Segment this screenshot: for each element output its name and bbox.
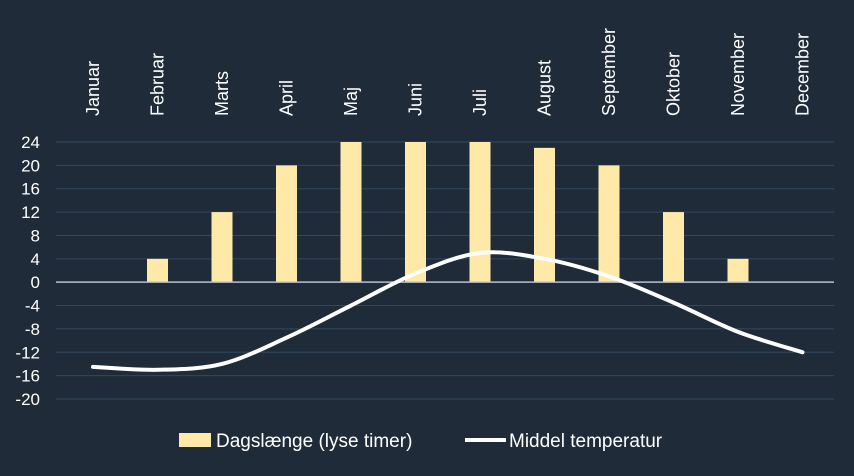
bar — [405, 142, 426, 282]
x-tick-label: September — [599, 28, 619, 116]
y-tick-label: 0 — [31, 273, 40, 292]
x-tick-label: August — [535, 60, 555, 116]
bar — [728, 259, 749, 282]
y-tick-label: 12 — [21, 203, 40, 222]
legend-label-line: Middel temperatur — [509, 431, 663, 452]
legend-label-bar: Dagslænge (lyse timer) — [216, 431, 412, 452]
x-axis-ticks: Januar Februar Marts April Maj Juni Juli August… — [83, 28, 813, 116]
gridlines — [56, 142, 834, 399]
y-tick-label: -12 — [15, 343, 40, 362]
x-tick-label: November — [728, 33, 748, 116]
bar — [212, 212, 233, 282]
bar — [147, 259, 168, 282]
bar — [341, 142, 362, 282]
x-tick-label: December — [793, 33, 813, 116]
y-tick-label: -16 — [15, 367, 40, 386]
x-tick-label: Juni — [406, 83, 426, 116]
x-tick-label: April — [277, 80, 297, 116]
y-tick-label: -20 — [15, 390, 40, 409]
x-tick-label: Maj — [341, 87, 361, 116]
y-tick-label: 24 — [21, 133, 40, 152]
y-tick-label: 16 — [21, 180, 40, 199]
y-tick-label: 20 — [21, 156, 40, 175]
x-tick-label: Januar — [83, 61, 103, 116]
x-tick-label: Februar — [148, 53, 168, 116]
bar — [470, 142, 491, 282]
y-tick-label: -4 — [25, 297, 40, 316]
legend-swatch-bar — [179, 433, 211, 447]
y-tick-label: 8 — [31, 226, 40, 245]
x-tick-label: Oktober — [664, 52, 684, 116]
x-tick-label: Marts — [212, 71, 232, 116]
bar — [276, 165, 297, 282]
y-tick-label: 4 — [31, 250, 40, 269]
bar — [599, 165, 620, 282]
y-tick-label: -8 — [25, 320, 40, 339]
x-tick-label: Juli — [470, 89, 490, 116]
y-axis-ticks: 24 20 16 12 8 4 0 -4 -8 -12 -16 -20 — [15, 133, 40, 409]
legend: Dagslænge (lyse timer) Middel temperatur — [179, 431, 663, 452]
bar — [663, 212, 684, 282]
